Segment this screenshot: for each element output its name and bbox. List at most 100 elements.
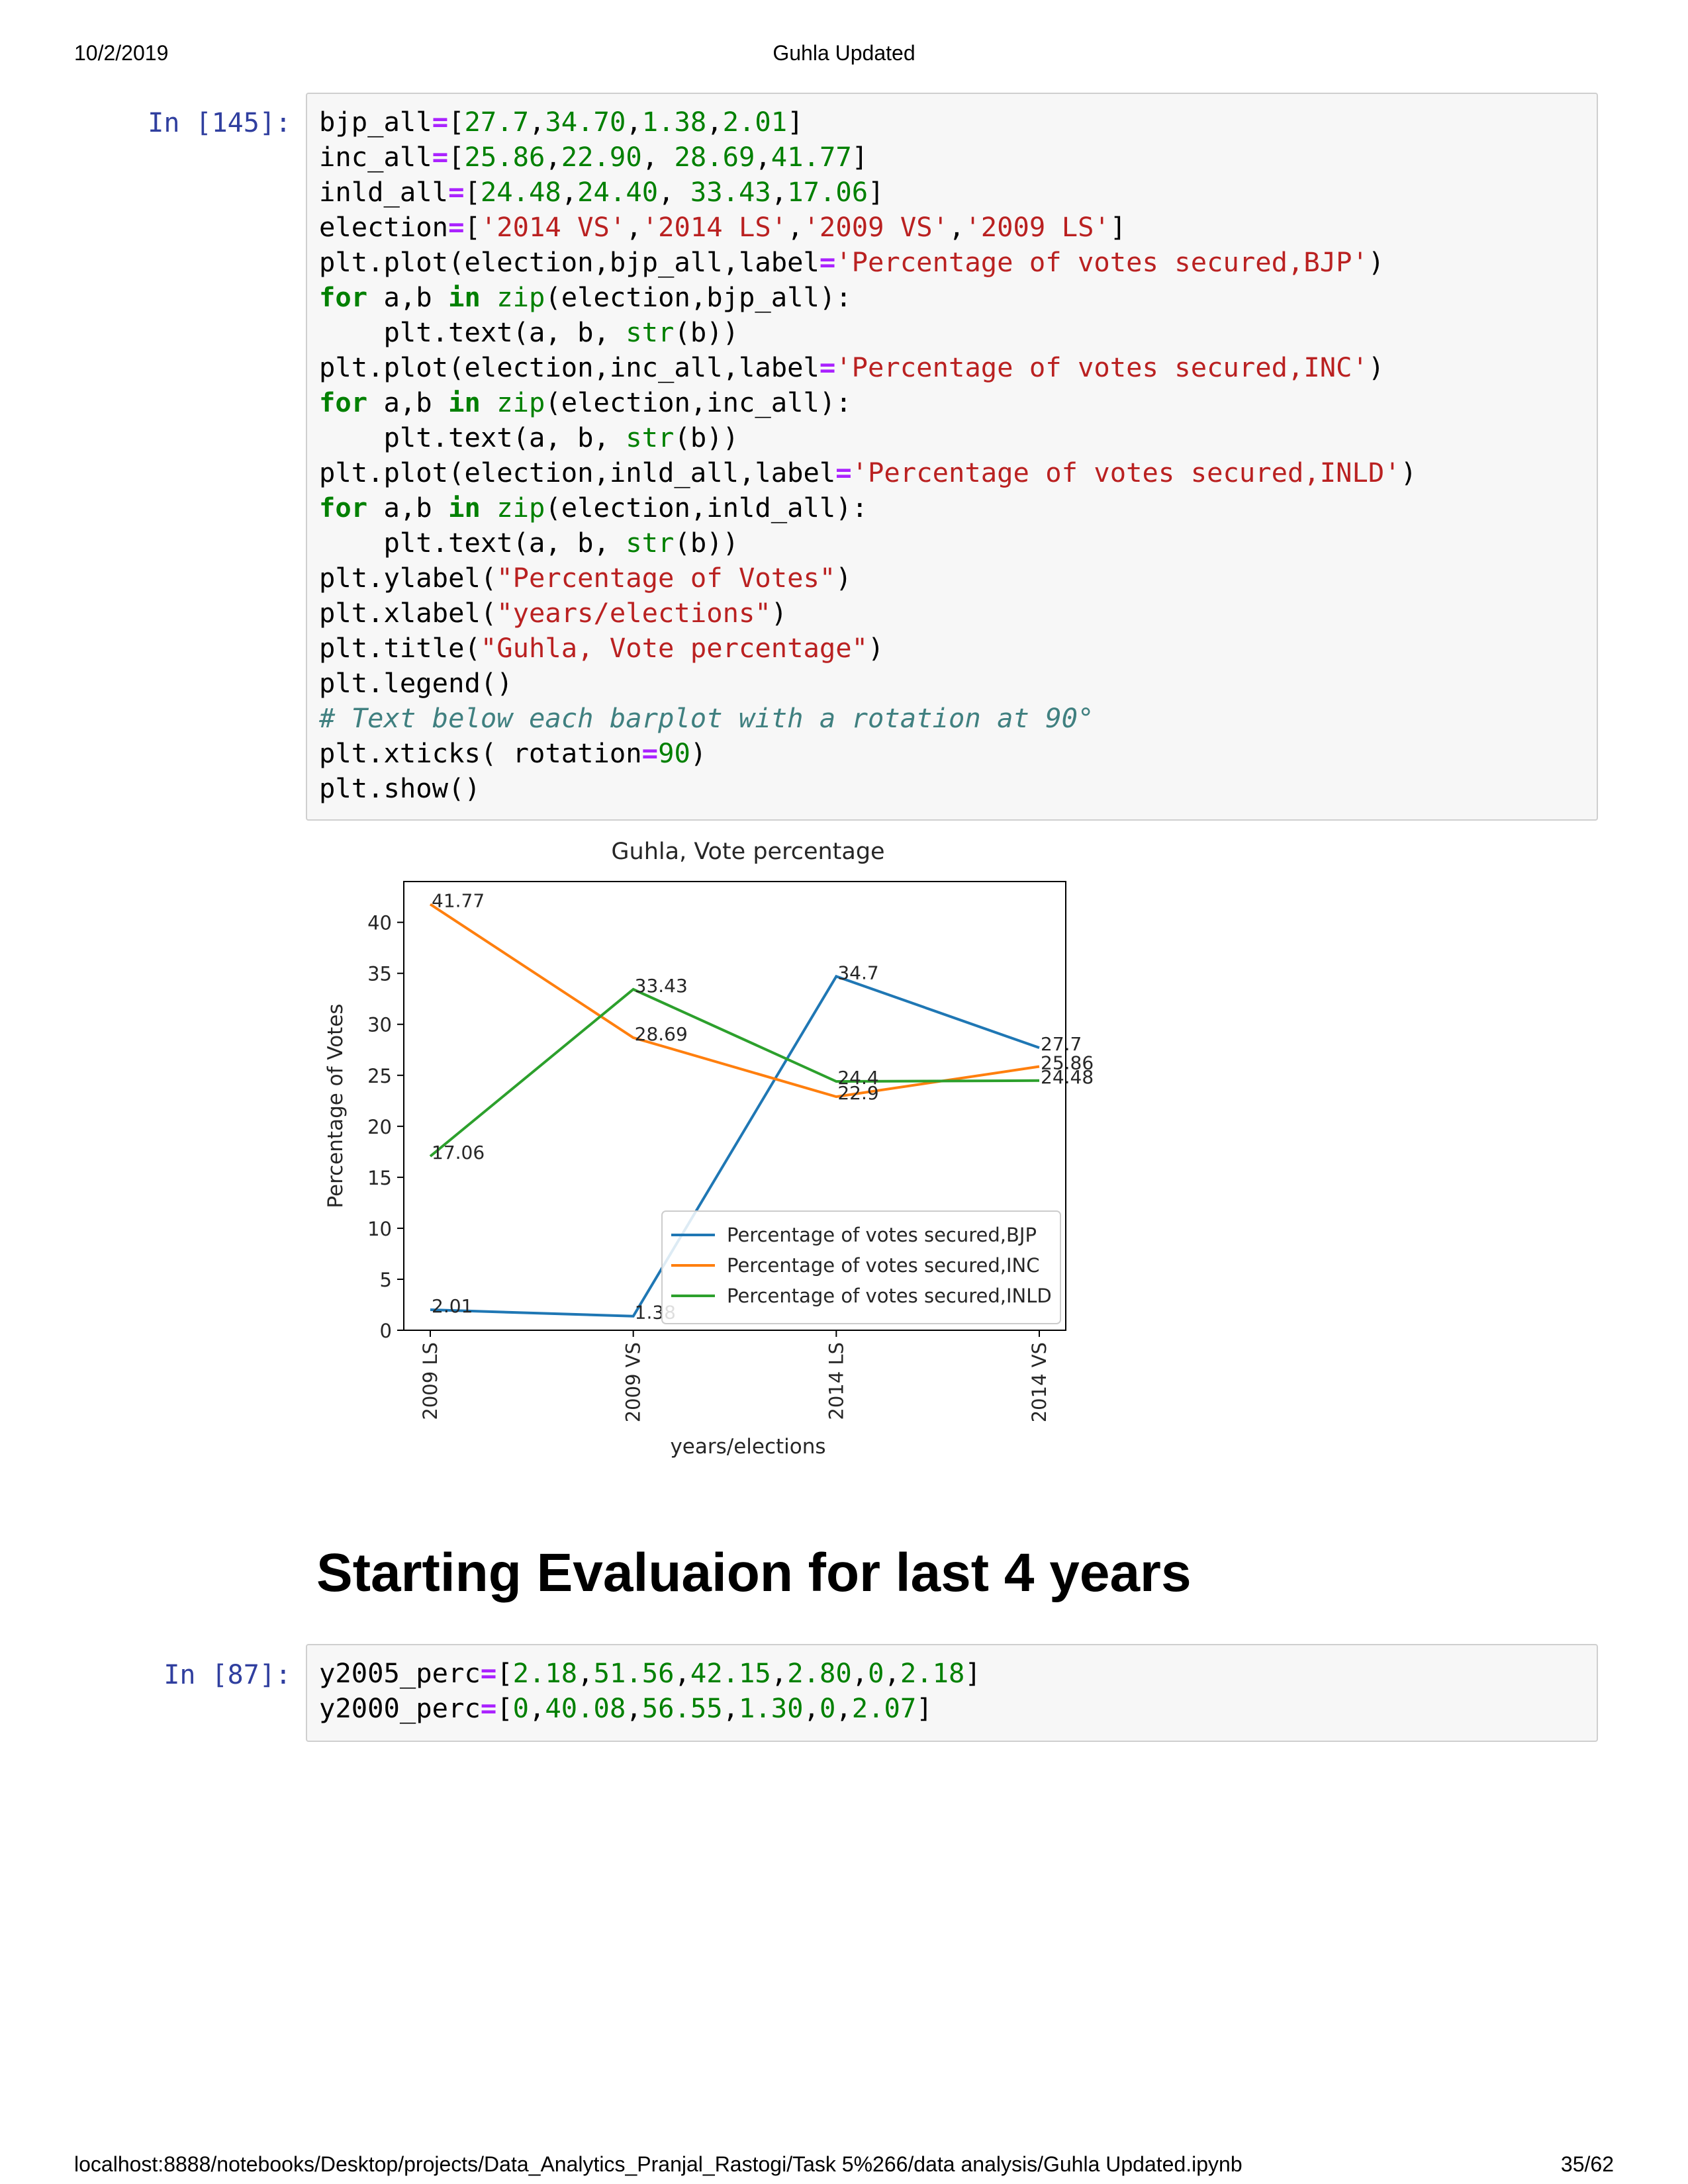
code-token: ]: [787, 106, 804, 138]
code-line: for a,b in zip(election,bjp_all):: [319, 280, 1417, 315]
code-token: "Guhla, Vote percentage": [480, 632, 868, 664]
code-token: 'Percentage of votes secured,INLD': [851, 457, 1401, 488]
y-ticks: 0 5 10 15 20 25 30 35 40: [367, 912, 404, 1342]
code-token: =: [819, 246, 836, 278]
cell-prompt: In [145]:: [148, 108, 291, 138]
code-token: [481, 492, 496, 523]
code-token: 0: [868, 1657, 884, 1689]
code-token: [481, 387, 496, 418]
code-token: 0: [819, 1692, 836, 1724]
code-token: ]: [851, 141, 868, 173]
code-token: 0: [512, 1692, 530, 1724]
code-token: 51.56: [593, 1657, 675, 1689]
code-editor[interactable]: bjp_all=[27.7,34.70,1.38,2.01] inc_all=[2…: [319, 105, 1417, 806]
code-token: ,: [626, 106, 642, 138]
x-tick-label: 2014 LS: [825, 1342, 847, 1420]
code-token: 25.86: [464, 141, 545, 173]
code-editor[interactable]: y2005_perc=[2.18,51.56,42.15,2.80,0,2.18…: [319, 1656, 981, 1726]
code-token: in: [448, 281, 481, 313]
data-label: 41.77: [432, 889, 485, 911]
code-token: y2000_perc: [319, 1692, 481, 1724]
code-cell-145[interactable]: bjp_all=[27.7,34.70,1.38,2.01] inc_all=[2…: [306, 93, 1598, 821]
code-token: 2.01: [722, 106, 788, 138]
chart-title: Guhla, Vote percentage: [611, 839, 884, 865]
data-label: 34.7: [837, 962, 878, 983]
data-label: 28.69: [635, 1023, 688, 1045]
code-token: ,: [949, 211, 965, 243]
code-line: plt.plot(election,inc_all,label='Percent…: [319, 350, 1417, 385]
code-token: ,: [529, 106, 545, 138]
code-token: =: [835, 457, 852, 488]
code-line: plt.text(a, b, str(b)): [319, 525, 1417, 561]
code-token: '2014 LS': [641, 211, 788, 243]
code-token: (b)): [674, 527, 739, 559]
code-line: for a,b in zip(election,inc_all):: [319, 385, 1417, 420]
code-line: plt.xticks( rotation=90): [319, 736, 1417, 771]
code-token: 22.90: [561, 141, 642, 173]
code-token: 27.7: [464, 106, 530, 138]
code-token: ): [1368, 351, 1385, 383]
section-heading: Starting Evaluaion for last 4 years: [316, 1543, 1192, 1603]
code-token: ): [1400, 457, 1417, 488]
code-token: ,: [674, 1657, 690, 1689]
code-token: plt.text(a, b,: [319, 527, 626, 559]
code-token: ,: [561, 176, 578, 208]
code-token: 40.08: [545, 1692, 626, 1724]
cell-prompt: In [87]:: [164, 1660, 291, 1690]
code-line: plt.legend(): [319, 666, 1417, 701]
code-token: [: [448, 141, 465, 173]
code-token: y2005_perc: [319, 1657, 481, 1689]
code-token: =: [641, 737, 659, 769]
code-token: plt.xlabel(: [319, 597, 497, 629]
code-token: plt.plot(election,inld_all,label: [319, 457, 836, 488]
code-token: 24.40: [577, 176, 659, 208]
code-token: 28.69: [674, 141, 755, 173]
code-token: str: [626, 316, 675, 348]
code-token: ,: [755, 141, 771, 173]
print-date: 10/2/2019: [74, 41, 169, 65]
data-label: 27.7: [1041, 1033, 1082, 1055]
y-tick-label: 20: [367, 1116, 392, 1138]
code-cell-87[interactable]: y2005_perc=[2.18,51.56,42.15,2.80,0,2.18…: [306, 1644, 1598, 1742]
legend-box: [661, 1210, 1061, 1324]
code-token: a,b: [367, 281, 449, 313]
code-token: plt.text(a, b,: [319, 316, 626, 348]
code-token: a,b: [367, 387, 449, 418]
code-line: y2000_perc=[0,40.08,56.55,1.30,0,2.07]: [319, 1691, 981, 1726]
code-token: ]: [916, 1692, 933, 1724]
code-token: ): [690, 737, 707, 769]
code-token: zip: [496, 281, 545, 313]
legend-label: Percentage of votes secured,INC: [727, 1254, 1040, 1277]
series-line-1: [429, 903, 1040, 1099]
code-token: (election,inc_all):: [545, 387, 852, 418]
code-token: [: [464, 176, 481, 208]
y-tick-label: 30: [367, 1014, 392, 1036]
x-ticks: 2009 LS 2009 VS 2014 LS 2014 VS: [419, 1330, 1051, 1422]
code-line: plt.title("Guhla, Vote percentage"): [319, 631, 1417, 666]
code-token: "years/elections": [496, 597, 771, 629]
code-token: ,: [626, 211, 642, 243]
code-line: inld_all=[24.48,24.40, 33.43,17.06]: [319, 175, 1417, 210]
code-token: ,: [787, 211, 804, 243]
data-label: 2.01: [432, 1295, 473, 1317]
code-token: =: [448, 211, 465, 243]
code-token: [: [496, 1657, 513, 1689]
code-token: ,: [835, 1692, 852, 1724]
code-token: 2.80: [787, 1657, 852, 1689]
y-tick-label: 25: [367, 1065, 392, 1087]
code-line: plt.text(a, b, str(b)): [319, 420, 1417, 455]
code-token: 34.70: [545, 106, 626, 138]
code-token: (b)): [674, 422, 739, 453]
code-token: 2.18: [900, 1657, 965, 1689]
code-token: plt.legend(): [319, 667, 513, 699]
code-line: election=['2014 VS','2014 LS','2009 VS',…: [319, 210, 1417, 245]
data-label: 22.9: [837, 1082, 878, 1104]
code-token: for: [319, 281, 368, 313]
x-tick-label: 2014 VS: [1028, 1342, 1051, 1422]
y-tick-label: 40: [367, 912, 392, 934]
code-token: plt.plot(election,inc_all,label: [319, 351, 820, 383]
code-line: plt.text(a, b, str(b)): [319, 315, 1417, 350]
code-token: ,: [851, 1657, 868, 1689]
code-token: ,: [626, 1692, 642, 1724]
code-token: plt.text(a, b,: [319, 422, 626, 453]
